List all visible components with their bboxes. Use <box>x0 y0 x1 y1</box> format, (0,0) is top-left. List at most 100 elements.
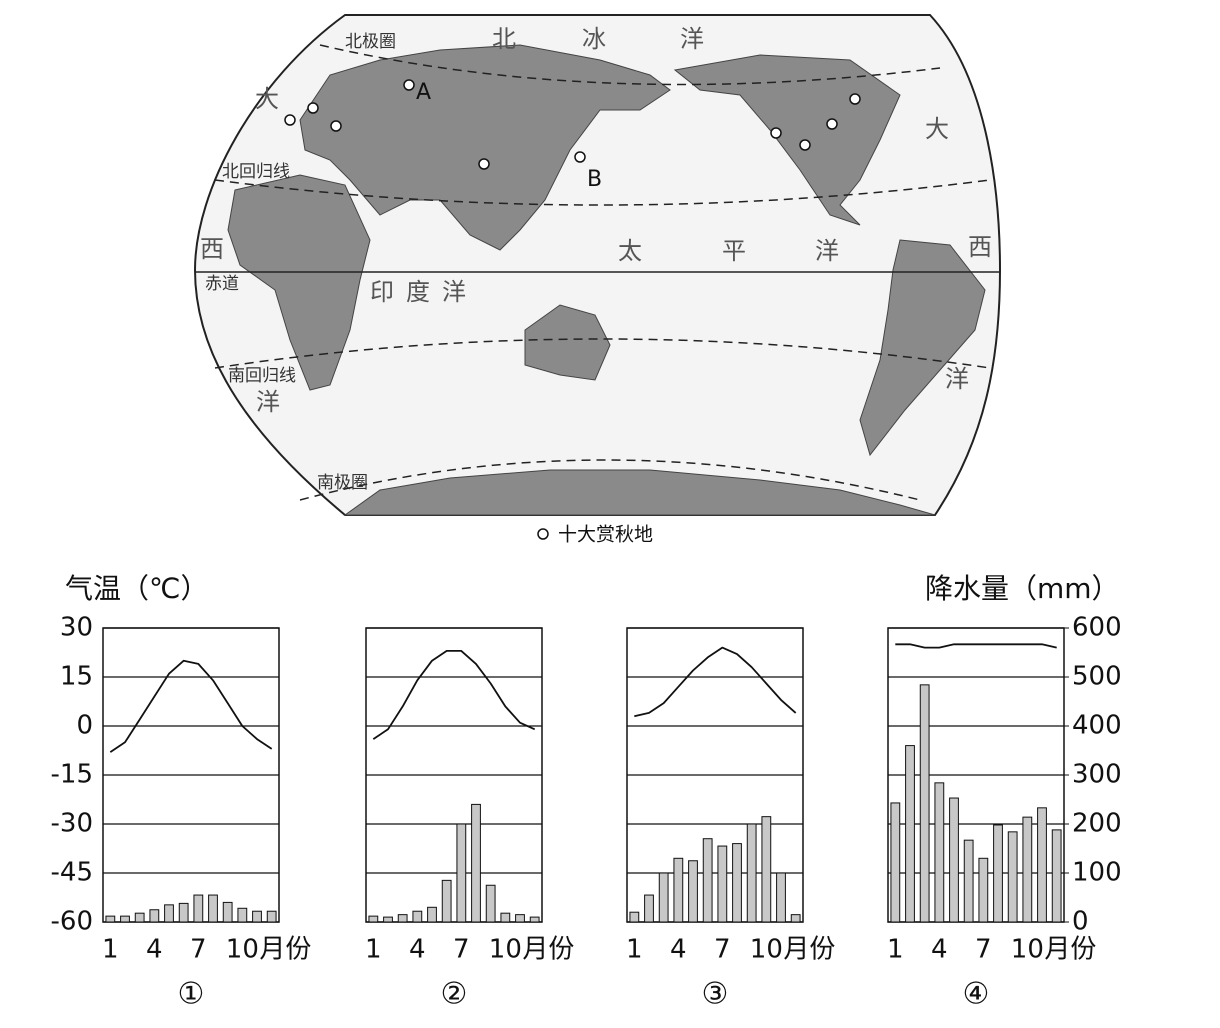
precip-bar <box>688 860 698 923</box>
spot <box>478 158 490 170</box>
precip-bar <box>105 915 116 923</box>
map-label: 南极圈 <box>317 473 368 493</box>
precip-bar <box>746 823 757 923</box>
map-label: 大 <box>255 85 279 113</box>
x-tick-label: 10 <box>1011 935 1044 965</box>
tropic-of-capricorn <box>214 338 991 369</box>
x-tick-label: 4 <box>409 935 426 965</box>
chart-label: ② <box>441 977 468 1012</box>
map-label: 洋 <box>945 365 969 393</box>
precip-bar <box>412 910 423 923</box>
map-label: 大 <box>925 115 949 143</box>
map-label: B <box>587 167 602 192</box>
x-tick-label: 4 <box>146 935 163 965</box>
precip-bar <box>178 902 189 923</box>
spot <box>307 102 319 114</box>
map-label: 印度洋 <box>370 278 478 306</box>
precip-bar <box>383 916 393 923</box>
precip-bar <box>658 872 669 923</box>
eurasia <box>299 44 671 251</box>
x-tick-label: 10 <box>226 935 259 965</box>
precip-bar <box>949 797 959 923</box>
map-label: 西 <box>968 233 992 261</box>
y2-tick-label: 500 <box>1072 662 1122 692</box>
legend-text: 十大赏秋地 <box>558 524 653 546</box>
map-label: 太 <box>618 237 642 265</box>
precip-bar <box>515 914 525 923</box>
antarctic-circle <box>299 459 921 501</box>
map-label: 南回归线 <box>228 366 296 386</box>
map-label: 洋 <box>680 25 704 53</box>
precip-bar <box>266 910 277 923</box>
x-tick-label: 1 <box>887 935 904 965</box>
map-label: 冰 <box>582 25 606 53</box>
autumn-spots <box>284 79 861 170</box>
precip-bar <box>193 894 204 923</box>
x-tick-label: 7 <box>190 935 207 965</box>
precip-bar <box>890 802 901 923</box>
map-label: A <box>416 80 431 105</box>
y2-tick-label: 400 <box>1072 711 1122 741</box>
chart-label: ① <box>178 977 205 1012</box>
y-tick-label: 15 <box>60 662 93 692</box>
precip-bar <box>149 909 160 923</box>
climate-chart: 1 4 7 10 月份 ② <box>365 627 574 1012</box>
precip-bar <box>717 845 728 923</box>
precip-bar <box>500 912 511 923</box>
x-tick-label: 7 <box>714 935 731 965</box>
precip-bar <box>1007 831 1018 923</box>
x-tick-label: 7 <box>453 935 470 965</box>
x-tick-label: 1 <box>365 935 382 965</box>
y-tick-label: -45 <box>51 858 93 888</box>
temperature-line <box>109 659 273 753</box>
x-tick-label: 10 <box>750 935 783 965</box>
precip-bar <box>978 857 989 923</box>
north-america <box>673 54 901 226</box>
precip-bar <box>471 803 481 923</box>
map-label: 洋 <box>815 237 839 265</box>
x-axis-title: 月份 <box>259 935 311 965</box>
precip-bar <box>776 872 786 923</box>
precip-bar <box>673 857 684 923</box>
map-label: 北极圈 <box>345 32 396 52</box>
temperature-line <box>372 650 536 740</box>
spot <box>799 139 811 151</box>
precip-bar <box>456 823 467 923</box>
x-tick-label: 10 <box>489 935 522 965</box>
precip-bar <box>485 884 496 923</box>
precip-bar <box>790 914 801 923</box>
africa <box>227 174 371 391</box>
y-tick-label: 30 <box>60 613 93 643</box>
precip-bar <box>208 894 218 923</box>
world-map: 北极圈 北 冰 洋 大 大 北回归线 西 西 赤道 印度洋 太 平 洋 洋 洋 … <box>193 14 1002 546</box>
y-tick-label: -15 <box>51 760 93 790</box>
y2-tick-label: 200 <box>1072 809 1122 839</box>
y-tick-label: -30 <box>51 809 93 839</box>
map-label: 平 <box>722 237 746 265</box>
spot <box>284 114 296 126</box>
spot <box>770 127 782 139</box>
y-axis-title: 气温（℃） <box>65 572 208 605</box>
spot <box>849 93 861 105</box>
map-label: 赤道 <box>205 274 239 294</box>
south-america <box>859 239 986 457</box>
y2-tick-label: 300 <box>1072 760 1122 790</box>
precip-bar <box>368 915 379 923</box>
chart-label: ④ <box>963 977 990 1012</box>
y-tick-label: 0 <box>76 711 93 741</box>
precip-bar <box>134 912 145 923</box>
precip-bar <box>120 915 130 923</box>
precip-bar <box>934 782 945 923</box>
temperature-line <box>634 646 797 718</box>
australia <box>524 304 611 381</box>
precip-bar <box>222 901 233 923</box>
x-tick-label: 4 <box>931 935 948 965</box>
precip-bar <box>1037 807 1047 923</box>
spot <box>574 151 586 163</box>
precip-bar <box>629 911 640 923</box>
precip-bar <box>397 914 408 923</box>
climate-chart: 1 4 7 10 月份 ③ <box>626 627 835 1012</box>
x-axis-title: 月份 <box>522 935 574 965</box>
arctic-circle <box>319 44 941 86</box>
